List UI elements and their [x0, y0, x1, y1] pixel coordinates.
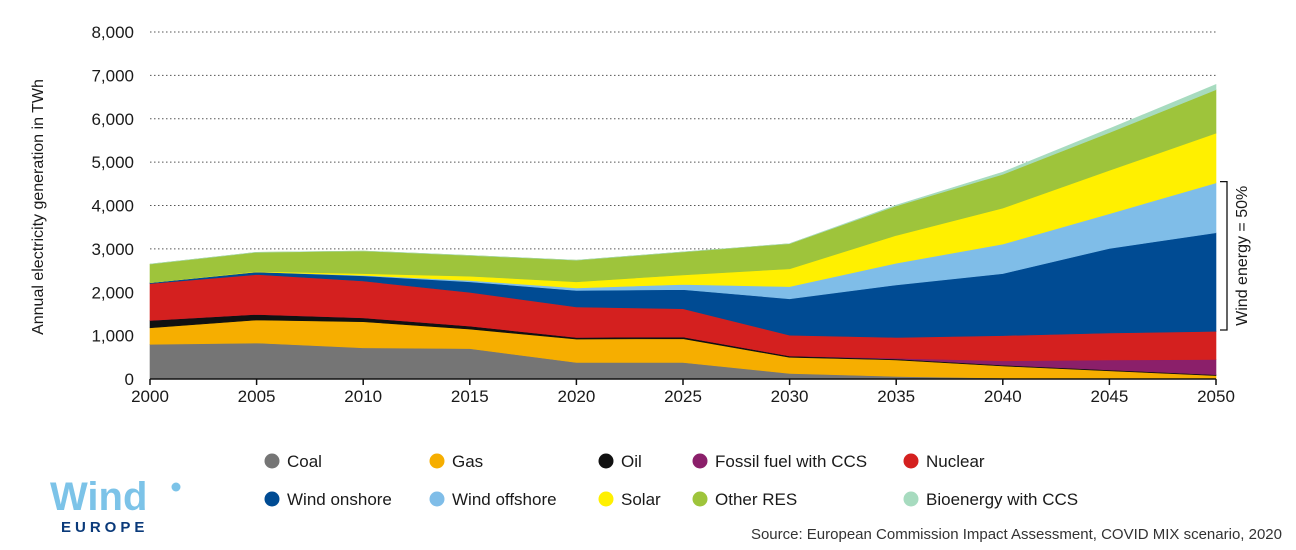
- wind-share-annotation: Wind energy = 50%: [1220, 180, 1251, 331]
- stacked-areas: [149, 84, 1217, 380]
- source-note: Source: European Commission Impact Asses…: [751, 526, 1282, 543]
- legend-label-fossil-fuel-with-ccs: Fossil fuel with CCS: [715, 452, 867, 471]
- area-bioenergy-with-ccs: [149, 84, 1217, 265]
- legend-swatch-oil: [598, 453, 614, 469]
- x-tick-label: 2035: [877, 387, 915, 406]
- legend-swatch-nuclear: [903, 453, 919, 469]
- legend-label-bioenergy-with-ccs: Bioenergy with CCS: [926, 490, 1078, 509]
- y-tick-label: 6,000: [91, 110, 134, 129]
- x-tick-label: 2050: [1197, 387, 1235, 406]
- legend-swatch-wind-onshore: [264, 491, 280, 507]
- legend-label-nuclear: Nuclear: [926, 452, 985, 471]
- x-tick-label: 2030: [771, 387, 809, 406]
- windeurope-logo: Wind EUROPE: [50, 475, 181, 536]
- legend-swatch-coal: [264, 453, 280, 469]
- annotation-bracket: [1220, 180, 1228, 331]
- y-axis-title: Annual electricity generation in TWh: [30, 79, 47, 335]
- logo-europe-text: EUROPE: [61, 519, 148, 536]
- legend-label-wind-onshore: Wind onshore: [287, 490, 392, 509]
- x-tick-label: 2015: [451, 387, 489, 406]
- x-tick-label: 2020: [557, 387, 595, 406]
- annotation-label: Wind energy = 50%: [1234, 186, 1251, 326]
- y-tick-label: 7,000: [91, 66, 134, 85]
- legend-swatch-fossil-fuel-with-ccs: [692, 453, 708, 469]
- legend-label-solar: Solar: [621, 490, 661, 509]
- x-tick-label: 2000: [131, 387, 169, 406]
- legend-swatch-other-res: [692, 491, 708, 507]
- y-tick-label: 5,000: [91, 153, 134, 172]
- legend-label-oil: Oil: [621, 452, 642, 471]
- legend-label-coal: Coal: [287, 452, 322, 471]
- logo-wind-text: Wind: [50, 475, 147, 519]
- x-tick-label: 2045: [1090, 387, 1128, 406]
- x-tick-label: 2005: [238, 387, 276, 406]
- y-tick-label: 3,000: [91, 240, 134, 259]
- legend-label-gas: Gas: [452, 452, 483, 471]
- legend-swatch-solar: [598, 491, 614, 507]
- legend-swatch-wind-offshore: [429, 491, 445, 507]
- logo-dot: [171, 482, 181, 492]
- y-tick-label: 4,000: [91, 197, 134, 216]
- legend-label-wind-offshore: Wind offshore: [452, 490, 557, 509]
- legend: Coal Gas Oil Fossil fuel with CCS Nuclear Win…: [264, 452, 1078, 509]
- legend-label-other-res: Other RES: [715, 490, 797, 509]
- x-tick-label: 2010: [344, 387, 382, 406]
- axes: 0 1,000 2,000 3,000 4,000 5,000 6,000 7,000 8,00…: [91, 23, 1234, 406]
- legend-swatch-gas: [429, 453, 445, 469]
- y-tick-label: 1,000: [91, 327, 134, 346]
- y-tick-label: 0: [125, 370, 134, 389]
- y-tick-label: 8,000: [91, 23, 134, 42]
- legend-swatch-bioenergy-with-ccs: [903, 491, 919, 507]
- y-tick-label: 2,000: [91, 283, 134, 302]
- x-tick-label: 2040: [984, 387, 1022, 406]
- x-tick-label: 2025: [664, 387, 702, 406]
